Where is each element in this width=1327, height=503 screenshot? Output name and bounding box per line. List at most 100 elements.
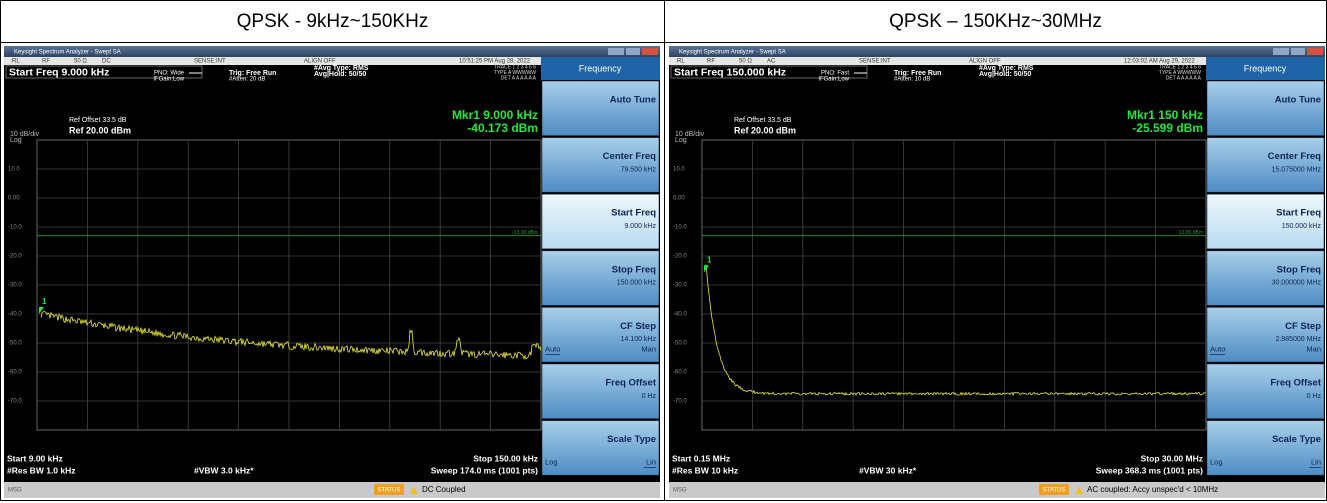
strip-label: 50 Ω [739, 59, 752, 65]
softkey-option: Log [1210, 458, 1223, 467]
y-label: -10.0 [8, 225, 22, 231]
softkey-label: Stop Freq [1277, 264, 1322, 275]
trig: Trig: Free Run [229, 70, 276, 77]
stop: Stop 150.00 kHz [473, 453, 538, 463]
start: Start 0.15 MHz [672, 453, 730, 463]
status-strip [4, 57, 541, 65]
softkey-label: Stop Freq [612, 264, 657, 275]
scale: 10 dB/div [675, 131, 705, 138]
y-label: -30.0 [673, 283, 687, 289]
y-label: -70.0 [673, 399, 687, 405]
softkey [541, 137, 660, 193]
ref-offset: Ref Offset 33.5 dB [734, 117, 792, 124]
softkey-option: Lin [1311, 458, 1321, 467]
strip-label: SENSE:INT [194, 59, 226, 65]
softkey-value: 150.000 kHz [1282, 223, 1322, 230]
atten: #Atten: 20 dB [229, 77, 265, 83]
marker-num: 1 [707, 255, 712, 264]
softkey [1206, 420, 1325, 476]
softkey-label: Scale Type [607, 434, 656, 445]
softkey [1206, 250, 1325, 306]
win-btn [1291, 48, 1305, 55]
status-msg: DC Coupled [422, 485, 466, 494]
y-label: 0.00 [8, 196, 20, 202]
avg-type: #Avg Type: RMS [314, 65, 369, 72]
start-box [670, 65, 868, 79]
softkey-label: Auto Tune [610, 95, 656, 106]
softkey-value: 15.075000 MHz [1272, 166, 1322, 173]
strip-label: 50 Ω [74, 59, 87, 65]
y-label: -50.0 [673, 341, 687, 347]
strip-label: RF [42, 59, 50, 65]
softkey [541, 307, 660, 363]
vbw: #VBW 30 kHz* [859, 465, 917, 475]
softkey-label: Center Freq [603, 151, 657, 162]
vbw: #VBW 3.0 kHz* [194, 465, 254, 475]
softkey-label: CF Step [1285, 321, 1321, 332]
y-label: 0.00 [673, 196, 685, 202]
y-label: -10.0 [673, 225, 687, 231]
sweep: Sweep 174.0 ms (1001 pts) [431, 465, 538, 475]
strip-label: DC [102, 59, 111, 65]
log: Log [10, 137, 22, 144]
ifgain: IFGain:Low [818, 77, 849, 83]
softkey-option: Lin [646, 458, 656, 467]
sweep: Sweep 368.3 ms (1001 pts) [1096, 465, 1203, 475]
softkey-label: Start Freq [611, 208, 656, 219]
status-strip [669, 57, 1206, 65]
softkey-option: Log [545, 458, 558, 467]
y-label: -60.0 [8, 370, 22, 376]
win-close [642, 48, 658, 55]
status: STATUS [378, 488, 401, 494]
softkey-value: 30.000000 MHz [1272, 280, 1322, 287]
menu-title-bg [1206, 57, 1325, 80]
softkey [541, 80, 660, 136]
marker-amp: -25.599 dBm [1132, 121, 1203, 135]
pno: PNO: Wide [154, 71, 185, 77]
win-close [1307, 48, 1323, 55]
menu-title: Frequency [579, 63, 622, 73]
menu-title-bg [541, 57, 660, 80]
trace-info: TYPE A WWWWW [1159, 70, 1201, 76]
softkey [541, 363, 660, 419]
y-label: -70.0 [8, 399, 22, 405]
msg: MSG [8, 488, 22, 494]
analyzer: Keysight Spectrum Analyzer - Swept SA RL R… [4, 46, 660, 498]
active-function: Start Freq 150.000 kHz [674, 66, 786, 78]
warning-icon [1075, 486, 1083, 494]
softkey [541, 420, 660, 476]
softkey [1206, 193, 1325, 250]
status-box [1039, 484, 1069, 495]
marker-freq: Mkr1 9.000 kHz [452, 108, 538, 122]
y-label: -40.0 [673, 312, 687, 318]
clock: 12:03:02 AM Aug 29, 2022 [1124, 59, 1195, 65]
header-cell: QPSK – 150KHz~30MHz [664, 0, 1327, 43]
strip-label: SENSE:INT [859, 59, 891, 65]
softkey [1206, 363, 1325, 419]
trace-info: TYPE A WWWWW [494, 70, 536, 76]
marker-num: 1 [42, 297, 47, 306]
trace-info: DET A A A A A A [1166, 75, 1202, 81]
start: Start 9.00 kHz [7, 453, 63, 463]
strip-label: ALIGN OFF [969, 59, 1001, 65]
y-label: 10.0 [8, 167, 20, 173]
trace [40, 310, 542, 360]
trace-info: TRACE 1 2 3 4 5 6 [1159, 64, 1201, 70]
warning-icon [410, 486, 418, 494]
y-label: -50.0 [8, 341, 22, 347]
status-box [374, 484, 404, 495]
limit-label: -13.00 dBm [512, 230, 538, 236]
softkey-label: Scale Type [1272, 434, 1321, 445]
marker [39, 307, 44, 314]
marker-freq: Mkr1 150 kHz [1127, 108, 1203, 122]
softkey-value: 2.985000 MHz [1275, 336, 1321, 343]
ref-offset: Ref Offset 33.5 dB [69, 117, 127, 124]
avg-hold: Avg|Hold: 50/50 [979, 71, 1031, 78]
softkey-value: 150.000 kHz [617, 280, 657, 287]
atten: #Atten: 10 dB [894, 77, 930, 83]
trace [705, 264, 1207, 396]
strip-label: AC [767, 59, 776, 65]
softkey-label: Freq Offset [1270, 378, 1322, 389]
y-label: -30.0 [8, 283, 22, 289]
ifgain: IFGain:Low [153, 77, 184, 83]
